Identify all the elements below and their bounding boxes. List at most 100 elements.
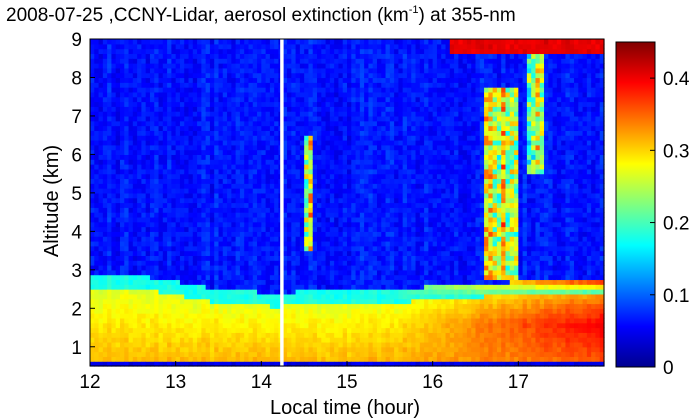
heatmap-cell bbox=[107, 188, 113, 194]
heatmap-cell bbox=[175, 82, 181, 88]
heatmap-cell bbox=[355, 284, 361, 290]
heatmap-cell bbox=[90, 255, 95, 261]
heatmap-cell bbox=[128, 149, 134, 156]
heatmap-cell bbox=[128, 120, 134, 127]
heatmap-cell bbox=[364, 202, 370, 208]
heatmap-cell bbox=[218, 269, 224, 276]
heatmap-cell bbox=[368, 255, 374, 261]
heatmap-cell bbox=[171, 154, 177, 160]
heatmap-cell bbox=[94, 361, 100, 367]
heatmap-cell bbox=[269, 58, 275, 64]
heatmap-cell bbox=[107, 173, 113, 180]
heatmap-cell bbox=[154, 265, 160, 271]
heatmap-cell bbox=[119, 82, 125, 88]
heatmap-cell bbox=[385, 231, 391, 237]
heatmap-cell bbox=[304, 279, 310, 285]
heatmap-cell bbox=[128, 48, 134, 55]
heatmap-cell bbox=[385, 125, 391, 131]
heatmap-cell bbox=[355, 63, 361, 69]
heatmap-cell bbox=[381, 149, 387, 156]
heatmap-cell bbox=[209, 82, 215, 88]
heatmap-cell bbox=[111, 361, 117, 367]
heatmap-cell bbox=[235, 67, 241, 74]
heatmap-cell bbox=[115, 260, 121, 266]
heatmap-cell bbox=[287, 322, 292, 329]
heatmap-cell bbox=[308, 269, 314, 276]
heatmap-cell bbox=[351, 274, 357, 281]
heatmap-cell bbox=[90, 346, 95, 353]
heatmap-cell bbox=[209, 63, 215, 69]
heatmap-cell bbox=[359, 356, 365, 362]
heatmap-cell bbox=[299, 293, 305, 300]
heatmap-cell bbox=[128, 240, 134, 247]
heatmap-cell bbox=[295, 298, 301, 305]
heatmap-cell bbox=[107, 96, 113, 103]
heatmap-cell bbox=[192, 356, 198, 362]
heatmap-cell bbox=[257, 164, 262, 170]
heatmap-cell bbox=[252, 255, 258, 261]
heatmap-cell bbox=[90, 308, 95, 314]
heatmap-cell bbox=[321, 82, 327, 88]
heatmap-cell bbox=[287, 115, 292, 122]
heatmap-cell bbox=[197, 240, 202, 247]
heatmap-cell bbox=[321, 260, 327, 266]
heatmap-cell bbox=[244, 188, 250, 194]
heatmap-cell bbox=[257, 284, 262, 290]
heatmap-cell bbox=[184, 341, 190, 348]
heatmap-cell bbox=[132, 125, 138, 131]
heatmap-cell bbox=[394, 58, 399, 64]
heatmap-cell bbox=[205, 216, 211, 223]
heatmap-cell bbox=[162, 101, 168, 107]
heatmap-cell bbox=[111, 173, 117, 180]
heatmap-cell bbox=[274, 231, 280, 237]
heatmap-cell bbox=[372, 115, 378, 122]
heatmap-cell bbox=[188, 53, 194, 59]
heatmap-cell bbox=[372, 236, 378, 242]
heatmap-cell bbox=[149, 130, 155, 136]
heatmap-cell bbox=[295, 101, 301, 107]
heatmap-cell bbox=[158, 125, 164, 131]
heatmap-cell bbox=[312, 183, 318, 189]
heatmap-cell bbox=[94, 197, 100, 204]
heatmap-cell bbox=[252, 221, 258, 228]
heatmap-cell bbox=[119, 53, 125, 59]
heatmap-cell bbox=[98, 144, 104, 151]
heatmap-cell bbox=[102, 207, 108, 213]
heatmap-cell bbox=[355, 308, 361, 314]
heatmap-cell bbox=[192, 173, 198, 180]
heatmap-cell bbox=[368, 313, 374, 319]
heatmap-cell bbox=[381, 265, 387, 271]
heatmap-cell bbox=[115, 337, 121, 343]
heatmap-cell bbox=[265, 207, 271, 213]
heatmap-cell bbox=[167, 346, 172, 353]
heatmap-cell bbox=[338, 164, 344, 170]
heatmap-cell bbox=[334, 332, 340, 338]
heatmap-cell bbox=[376, 130, 382, 136]
heatmap-cell bbox=[355, 245, 361, 252]
heatmap-cell bbox=[239, 168, 245, 175]
heatmap-cell bbox=[188, 332, 194, 338]
heatmap-cell bbox=[171, 284, 177, 290]
heatmap-cell bbox=[154, 313, 160, 319]
heatmap-cell bbox=[364, 332, 370, 338]
heatmap-cell bbox=[381, 120, 387, 127]
heatmap-cell bbox=[188, 279, 194, 285]
heatmap-cell bbox=[209, 164, 215, 170]
heatmap-cell bbox=[119, 135, 125, 141]
heatmap-cell bbox=[90, 91, 95, 98]
heatmap-cell bbox=[124, 96, 130, 103]
heatmap-cell bbox=[175, 341, 181, 348]
heatmap-cell bbox=[231, 361, 237, 367]
heatmap-cell bbox=[274, 313, 280, 319]
heatmap-cell bbox=[175, 135, 181, 141]
heatmap-cell bbox=[149, 308, 155, 314]
heatmap-cell bbox=[218, 226, 224, 232]
heatmap-cell bbox=[239, 269, 245, 276]
heatmap-cell bbox=[329, 226, 335, 232]
heatmap-cell bbox=[235, 260, 241, 266]
heatmap-cell bbox=[132, 58, 138, 64]
heatmap-cell bbox=[149, 39, 155, 45]
heatmap-cell bbox=[231, 183, 237, 189]
heatmap-cell bbox=[291, 202, 297, 208]
heatmap-cell bbox=[291, 115, 297, 122]
